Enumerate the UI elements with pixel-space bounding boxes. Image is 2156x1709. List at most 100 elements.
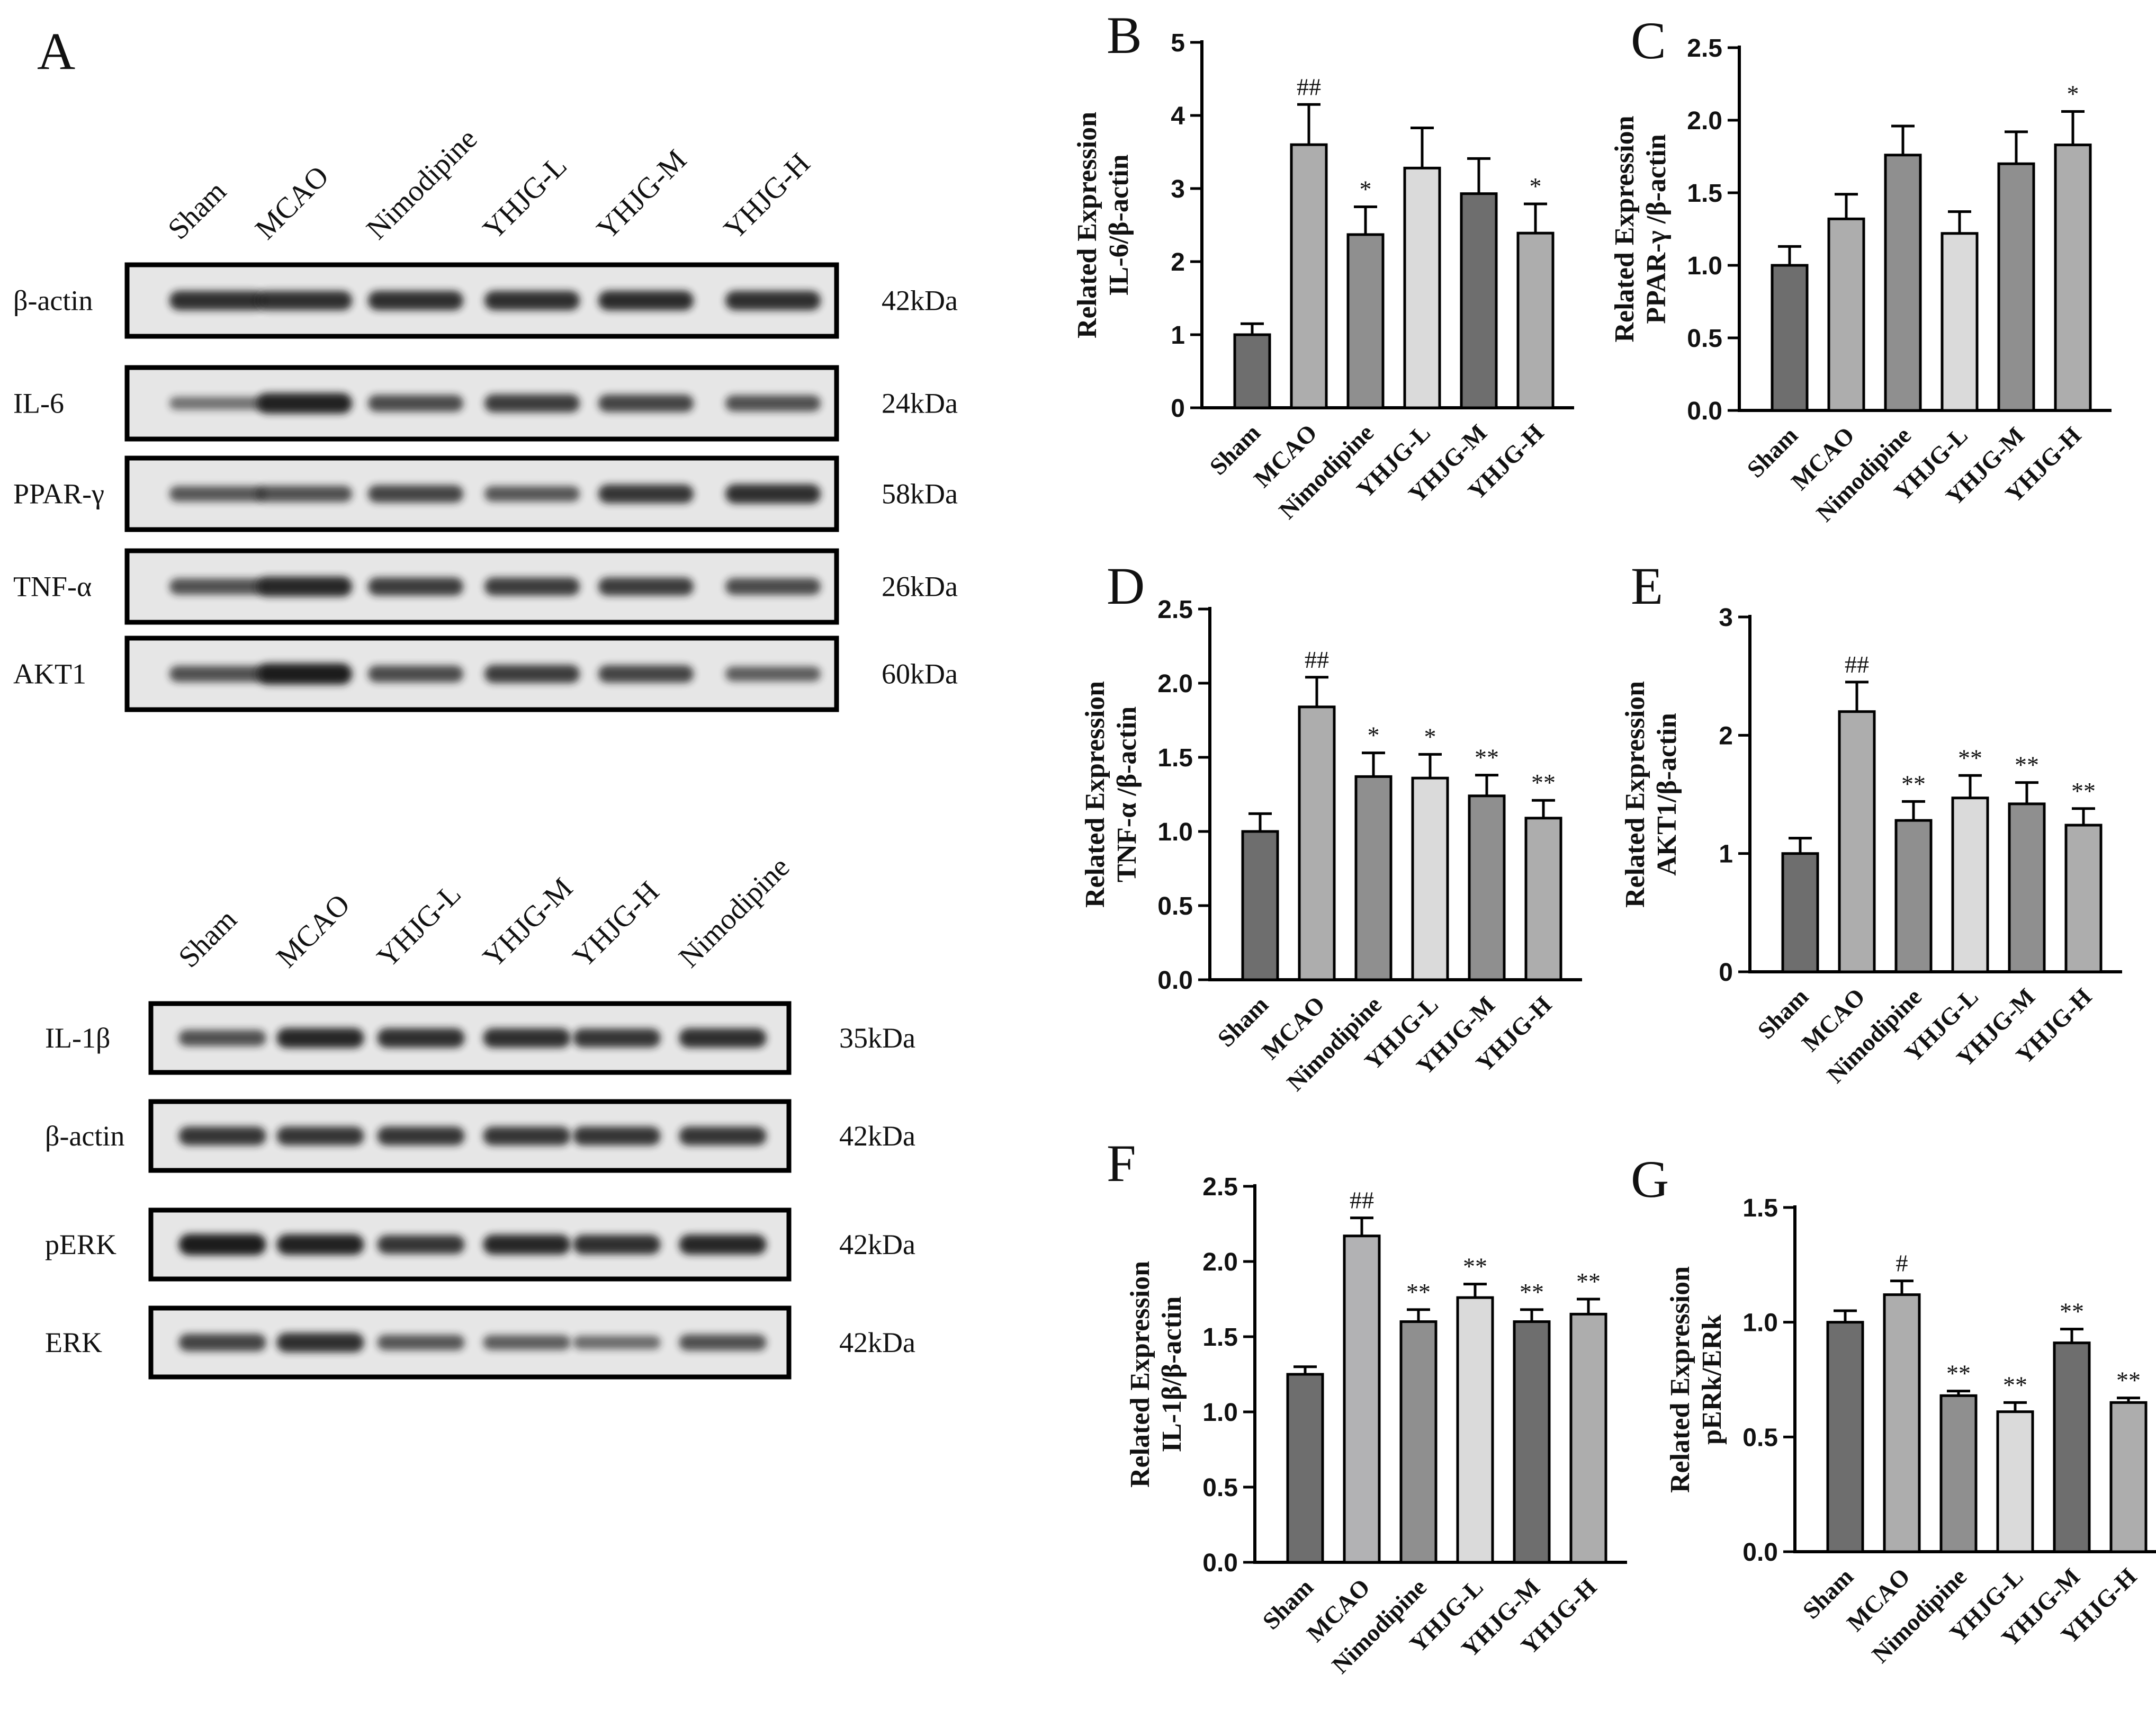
significance-mark: ** — [2015, 751, 2039, 779]
protein-band — [598, 484, 694, 504]
significance-mark: * — [1360, 176, 1372, 203]
protein-band — [377, 1335, 465, 1350]
lane-label: MCAO — [249, 160, 335, 246]
bar — [1939, 1394, 1978, 1553]
lane-label: YHJG-H — [567, 875, 666, 974]
protein-band — [483, 1335, 571, 1350]
protein-band — [573, 1336, 661, 1349]
y-tick-label: 5 — [1171, 29, 1185, 57]
bar — [1346, 233, 1385, 409]
protein-label: TNF-α — [13, 571, 92, 603]
bar — [1403, 166, 1441, 409]
panel-label: B — [1107, 6, 1142, 65]
bar — [1951, 797, 1989, 973]
protein-band — [679, 1334, 767, 1351]
y-tick-label: 1.0 — [1742, 1309, 1778, 1337]
protein-band — [178, 1126, 266, 1146]
y-axis-label-line2: IL-6/β-actin — [1104, 154, 1134, 296]
y-tick-label: 1.0 — [1157, 818, 1193, 846]
bar — [2054, 144, 2092, 412]
bar — [1883, 1293, 1921, 1553]
protein-band — [725, 666, 821, 682]
y-tick-label: 0.5 — [1202, 1474, 1238, 1502]
protein-band — [484, 577, 580, 596]
y-axis-label-line1: Related Expression — [1620, 681, 1650, 908]
bar — [1569, 1312, 1607, 1564]
y-tick-label: 0.5 — [1157, 892, 1193, 920]
protein-label: pERK — [45, 1229, 116, 1260]
protein-band — [483, 1126, 571, 1146]
protein-band — [725, 578, 821, 595]
protein-band — [598, 665, 694, 683]
protein-band — [276, 1126, 364, 1146]
bar — [1827, 217, 1865, 412]
protein-band — [679, 1028, 767, 1048]
protein-band — [368, 485, 463, 503]
kda-label: 35kDa — [839, 1022, 915, 1054]
protein-band — [573, 1126, 661, 1146]
bar — [2053, 1341, 2091, 1553]
y-tick-label: 1 — [1719, 840, 1733, 869]
significance-mark: ** — [2071, 777, 2096, 804]
panel-label: D — [1107, 557, 1145, 615]
y-tick-label: 4 — [1171, 102, 1185, 130]
protein-band — [368, 395, 463, 412]
bar — [1468, 794, 1506, 981]
bar — [1286, 1373, 1324, 1564]
y-axis-label-line2: IL-1β/β-actin — [1157, 1296, 1187, 1453]
protein-band — [484, 486, 580, 502]
y-tick-label: 2 — [1719, 722, 1733, 750]
significance-mark: ** — [1463, 1253, 1487, 1280]
significance-mark: * — [1368, 722, 1380, 749]
protein-band — [573, 1234, 661, 1255]
bar — [1513, 1320, 1551, 1564]
protein-band — [484, 394, 580, 413]
protein-band — [484, 665, 580, 683]
lane-label: YHJG-L — [477, 149, 573, 246]
protein-label: PPAR-γ — [13, 478, 104, 510]
chart-panel-d: D Related Expression TNF-α /β-actin 0.0 0.5 1… — [1080, 557, 1582, 1096]
y-axis-label-line2: TNF-α /β-actin — [1112, 706, 1142, 882]
kda-label: 24kDa — [882, 388, 958, 419]
y-tick-label: 3 — [1719, 604, 1733, 632]
bar — [1997, 162, 2035, 412]
panel-label: F — [1107, 1134, 1136, 1193]
protein-band — [598, 395, 694, 412]
panel-label: C — [1631, 11, 1666, 70]
protein-band — [598, 577, 694, 596]
y-axis-label-line1: Related Expression — [1080, 681, 1110, 908]
protein-band — [169, 291, 265, 310]
significance-mark: ** — [1958, 744, 1982, 771]
protein-band — [377, 1028, 465, 1048]
bar — [1290, 143, 1328, 409]
y-tick-label: 0.0 — [1742, 1538, 1778, 1567]
y-tick-label: 1.5 — [1742, 1194, 1778, 1222]
bar — [1884, 154, 1922, 412]
y-tick-label: 2.5 — [1687, 34, 1722, 62]
kda-label: 42kDa — [839, 1229, 915, 1260]
significance-mark: ** — [1531, 769, 1556, 796]
protein-band — [679, 1126, 767, 1146]
significance-mark: # — [1896, 1250, 1908, 1277]
lane-label: YHJG-H — [717, 147, 816, 246]
protein-band — [368, 665, 463, 683]
y-tick-label: 2.0 — [1687, 107, 1722, 135]
protein-band — [257, 291, 352, 310]
significance-mark: ** — [1901, 770, 1926, 797]
protein-band — [257, 393, 352, 414]
protein-label: IL-1β — [45, 1022, 110, 1054]
bar — [1354, 775, 1393, 981]
y-axis-label-line1: Related Expression — [1665, 1266, 1695, 1493]
bar — [1781, 852, 1819, 973]
y-tick-label: 0.0 — [1157, 967, 1193, 995]
protein-band — [598, 290, 694, 311]
bar — [1241, 830, 1279, 981]
y-axis-label-line2: pERk/ERk — [1697, 1314, 1727, 1445]
bar — [1516, 231, 1555, 409]
significance-mark: ** — [2060, 1298, 2084, 1325]
significance-mark: ** — [1946, 1360, 1971, 1387]
kda-label: 58kDa — [882, 478, 958, 510]
